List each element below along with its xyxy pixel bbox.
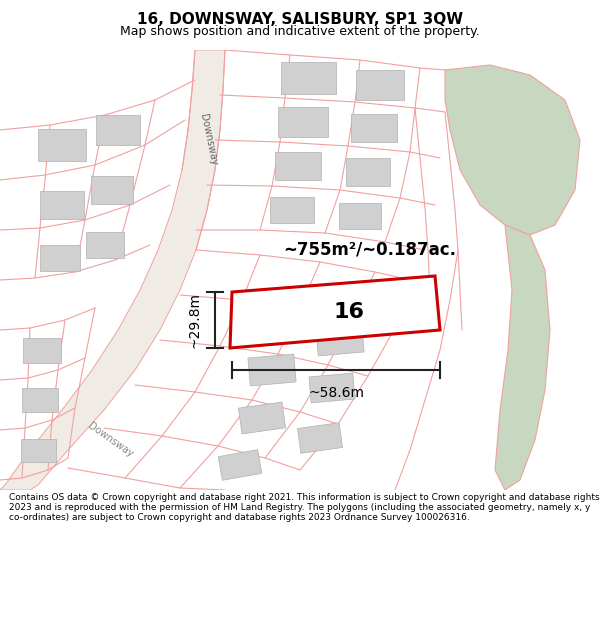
Bar <box>346 158 390 186</box>
Bar <box>23 338 61 362</box>
Text: Downsway: Downsway <box>197 113 218 167</box>
Bar <box>20 439 56 461</box>
Polygon shape <box>445 65 580 235</box>
Bar <box>356 70 404 100</box>
Polygon shape <box>495 225 550 490</box>
Bar <box>351 114 397 142</box>
Bar <box>86 232 124 258</box>
Bar <box>96 115 140 145</box>
Bar <box>22 388 58 412</box>
Text: ~29.8m: ~29.8m <box>187 292 201 348</box>
Bar <box>298 422 343 453</box>
Bar <box>316 324 364 356</box>
Bar <box>339 203 381 229</box>
Bar <box>238 402 286 434</box>
Text: 16, DOWNSWAY, SALISBURY, SP1 3QW: 16, DOWNSWAY, SALISBURY, SP1 3QW <box>137 12 463 28</box>
Bar <box>248 354 296 386</box>
Bar <box>218 450 262 480</box>
Bar <box>278 107 328 137</box>
Text: ~755m²/~0.187ac.: ~755m²/~0.187ac. <box>284 241 457 259</box>
Text: Map shows position and indicative extent of the property.: Map shows position and indicative extent… <box>120 24 480 38</box>
Text: Downsway: Downsway <box>86 421 134 459</box>
Bar <box>40 191 84 219</box>
Bar <box>281 62 335 94</box>
Bar <box>270 197 314 223</box>
Bar <box>252 308 304 342</box>
Polygon shape <box>230 276 440 348</box>
Bar <box>309 373 355 403</box>
Bar <box>40 245 80 271</box>
Bar <box>275 152 321 180</box>
Bar <box>38 129 86 161</box>
Bar <box>91 176 133 204</box>
Text: Contains OS data © Crown copyright and database right 2021. This information is : Contains OS data © Crown copyright and d… <box>9 492 599 522</box>
Polygon shape <box>0 50 225 490</box>
Text: 16: 16 <box>334 301 365 321</box>
Text: ~58.6m: ~58.6m <box>308 386 364 400</box>
